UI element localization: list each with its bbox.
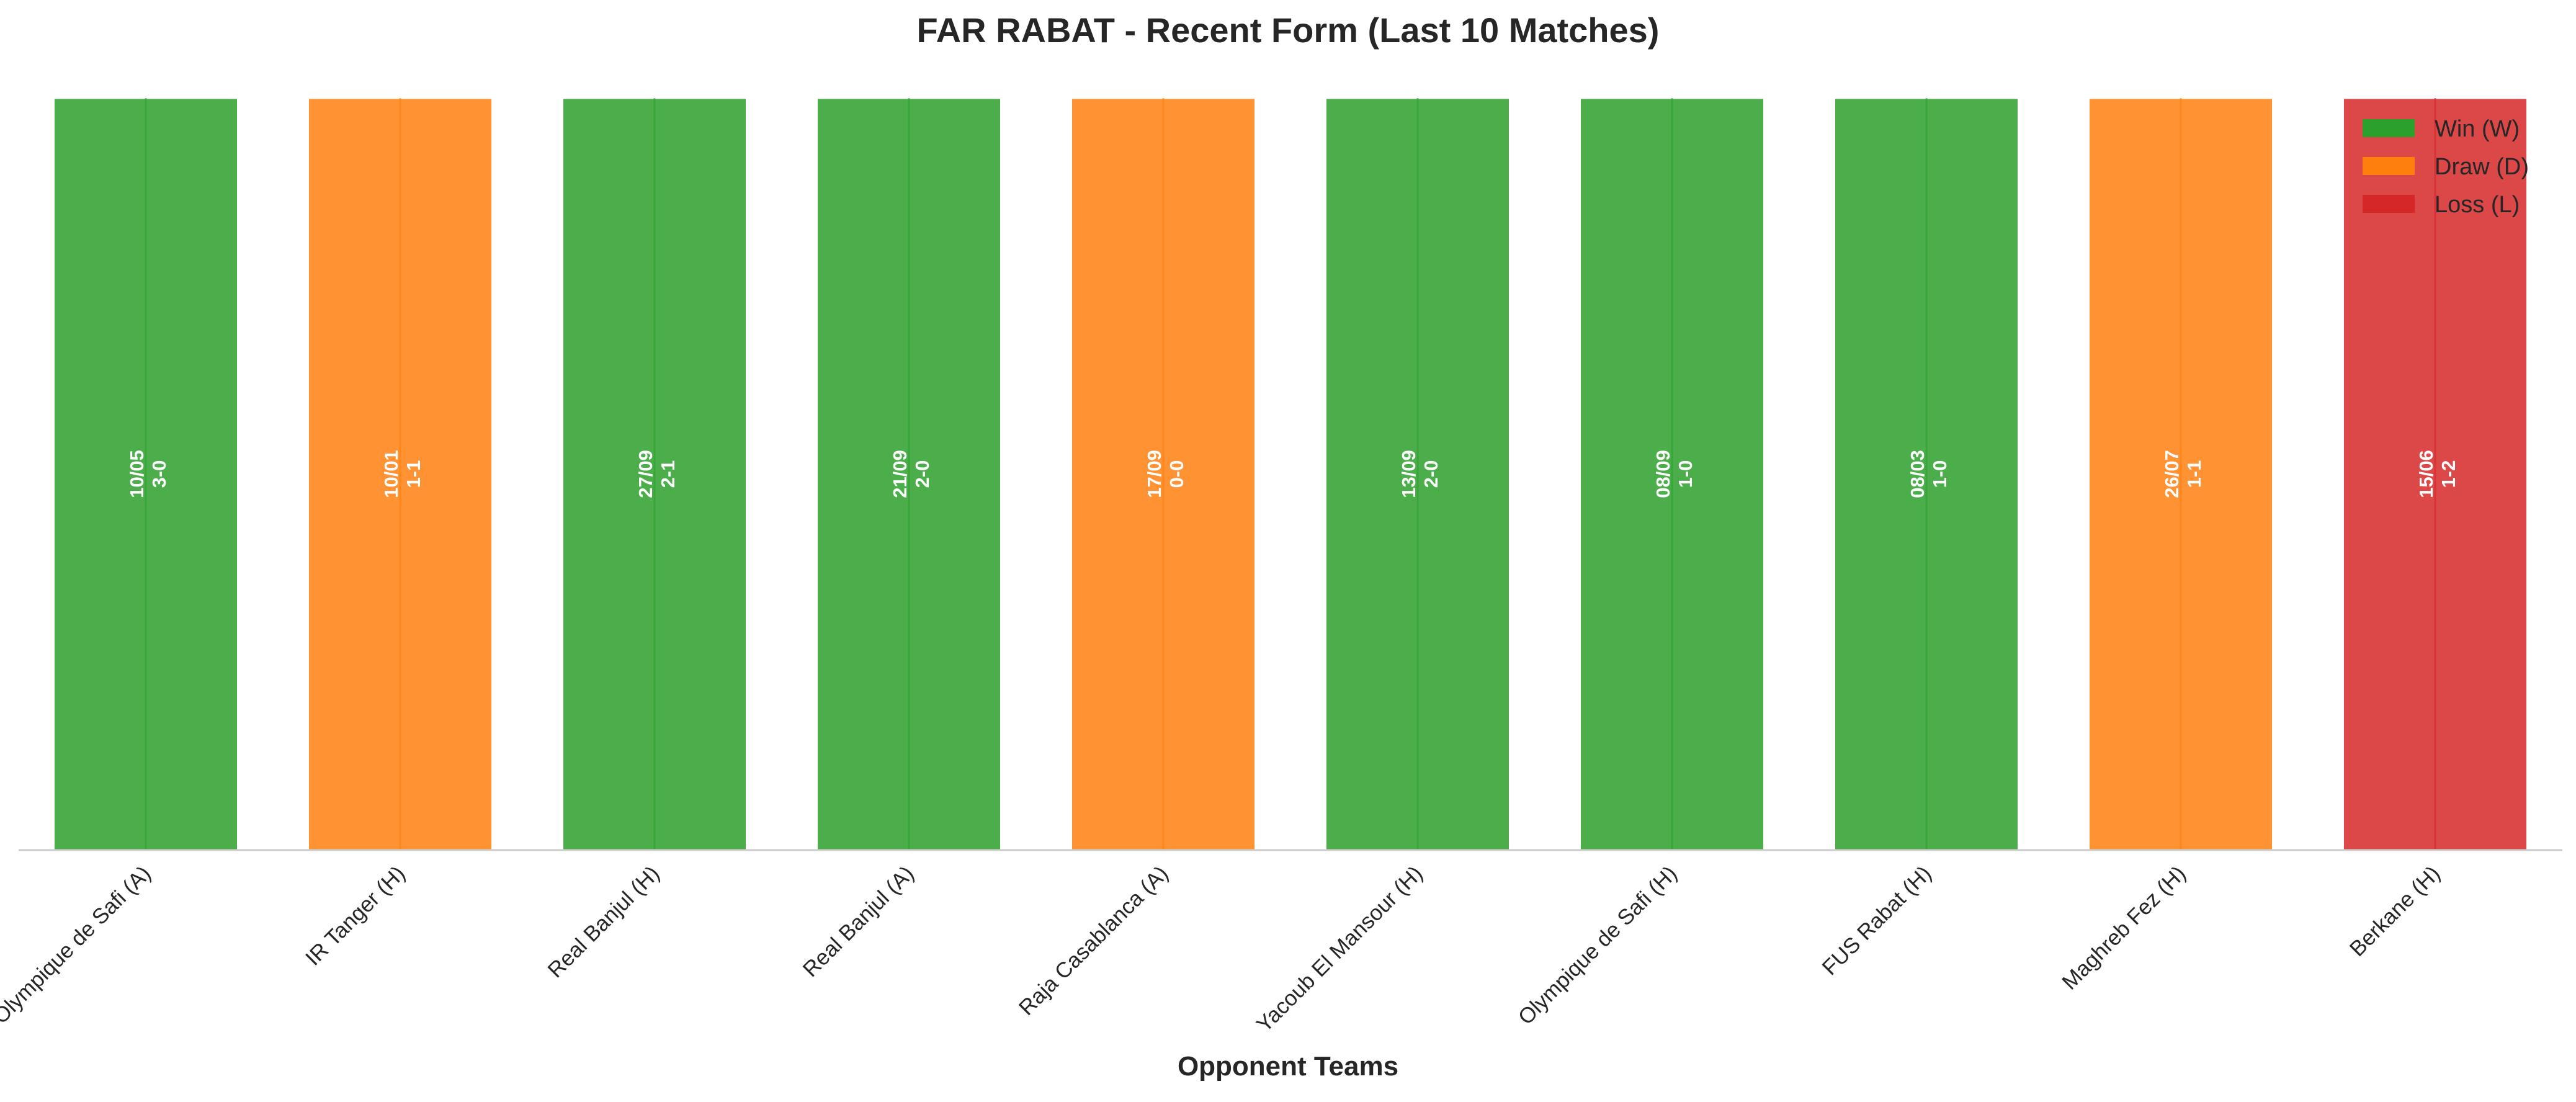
- bar-score-9: 1-1: [2183, 460, 2205, 488]
- bar-score-5: 0-0: [1166, 460, 1187, 488]
- x-tick-labels: Olympique de Safi (A) IR Tanger (H) Real B…: [0, 861, 2445, 1037]
- bar-label-9: 26/071-1: [2161, 450, 2205, 498]
- x-tick-label-10: Berkane (H): [2345, 861, 2445, 961]
- x-tick-label-3: Real Banjul (H): [543, 861, 664, 982]
- bar-date-9: 26/07: [2161, 450, 2183, 498]
- legend-swatch-w: [2363, 119, 2415, 137]
- bar-label-6: 13/092-0: [1398, 450, 1442, 498]
- bar-label-3: 27/092-1: [635, 450, 679, 498]
- bar-score-10: 1-2: [2438, 460, 2459, 488]
- bar-date-10: 15/06: [2415, 450, 2437, 498]
- bar-label-4: 21/092-0: [889, 450, 933, 498]
- bar-score-1: 3-0: [148, 460, 170, 488]
- bars-group: 10/053-0 10/011-1 27/092-1 21/092-0 17/090-0…: [53, 97, 2528, 851]
- bar-label-8: 08/031-0: [1907, 450, 1951, 498]
- legend-label-d: Draw (D): [2435, 154, 2529, 180]
- legend-swatch-d: [2363, 157, 2415, 175]
- bar-score-6: 2-0: [1420, 460, 1442, 488]
- bar-score-8: 1-0: [1929, 460, 1951, 488]
- legend-label-w: Win (W): [2435, 116, 2520, 142]
- x-tick-label-9: Maghreb Fez (H): [2057, 861, 2191, 995]
- bar-label-5: 17/090-0: [1143, 450, 1187, 498]
- bar-score-2: 1-1: [403, 460, 424, 488]
- bar-label-10: 15/061-2: [2415, 450, 2459, 498]
- x-tick-label-7: Olympique de Safi (H): [1514, 861, 1682, 1029]
- bar-date-4: 21/09: [889, 450, 911, 498]
- bar-date-3: 27/09: [635, 450, 656, 498]
- x-tick-label-2: IR Tanger (H): [301, 861, 410, 970]
- bar-label-1: 10/053-0: [126, 450, 170, 498]
- bar-date-8: 08/03: [1907, 450, 1928, 498]
- x-axis-label: Opponent Teams: [1178, 1051, 1398, 1082]
- x-tick-label-8: FUS Rabat (H): [1817, 861, 1936, 980]
- bar-date-7: 08/09: [1652, 450, 1674, 498]
- legend: Win (W) Draw (D) Loss (L): [2363, 116, 2529, 218]
- x-tick-label-1: Olympique de Safi (A): [0, 861, 156, 1029]
- bar-score-7: 1-0: [1675, 460, 1696, 488]
- bar-date-1: 10/05: [126, 450, 148, 498]
- legend-swatch-l: [2363, 195, 2415, 213]
- bar-date-5: 17/09: [1143, 450, 1165, 498]
- x-tick-label-6: Yacoub El Mansour (H): [1252, 861, 1428, 1037]
- bar-score-3: 2-1: [657, 460, 679, 488]
- bar-date-6: 13/09: [1398, 450, 1420, 498]
- x-tick-label-4: Real Banjul (A): [798, 861, 919, 982]
- x-tick-label-5: Raja Casablanca (A): [1014, 861, 1173, 1020]
- legend-label-l: Loss (L): [2435, 192, 2520, 218]
- bar-label-2: 10/011-1: [380, 450, 424, 498]
- bar-date-2: 10/01: [380, 450, 402, 498]
- bar-label-7: 08/091-0: [1652, 450, 1696, 498]
- chart-title: FAR RABAT - Recent Form (Last 10 Matches…: [917, 11, 1660, 50]
- bar-score-4: 2-0: [911, 460, 933, 488]
